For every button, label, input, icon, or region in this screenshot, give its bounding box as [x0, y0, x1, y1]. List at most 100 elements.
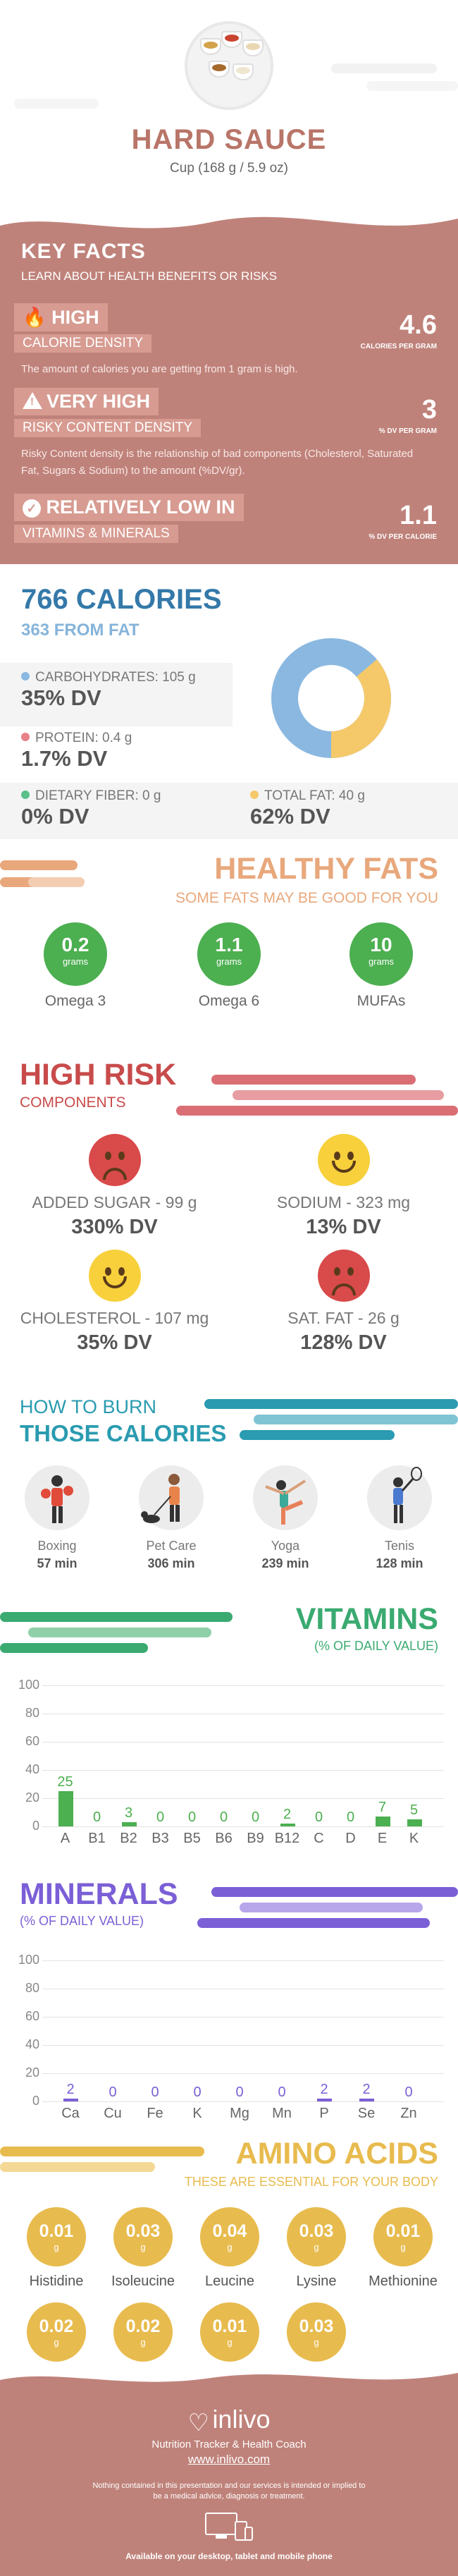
protein-item: PROTEIN: 0.4 g 1.7% DV: [21, 731, 132, 771]
carbs-dot: [21, 672, 30, 680]
sodium-label: SODIUM - 323 mg: [276, 1193, 411, 1211]
decor-stripe: [0, 2147, 204, 2156]
cholesterol-happy-icon: [89, 1250, 141, 1302]
x-tick-label: Zn: [400, 2106, 417, 2121]
amino-badge-phenylalanine: 0.02 g: [27, 2302, 86, 2362]
bar-value-label: 0: [251, 1809, 260, 1825]
calorie-density-desc: The amount of calories you are getting f…: [21, 363, 298, 375]
grid-line: [42, 1798, 444, 1799]
fire-icon: 🔥: [23, 307, 47, 328]
bar-b12: [280, 1824, 295, 1826]
mufas-badge: 10 grams: [349, 922, 413, 986]
amino-badge-valine: 0.03 g: [287, 2302, 346, 2362]
pet-care-label: Pet Care: [146, 1539, 197, 1553]
bar-a: [58, 1791, 73, 1826]
minerals-title: MINERALS: [20, 1877, 178, 1911]
y-tick-label: 100: [18, 1678, 39, 1692]
calorie-density-level: 🔥 HIGH: [14, 303, 108, 331]
bar-value-label: 0: [193, 2084, 202, 2100]
activity-yoga: Yoga 239 min: [233, 1465, 338, 1571]
risky-content-unit: % DV PER GRAM: [378, 427, 437, 435]
risky-content-label: RISKY CONTENT DENSITY: [14, 419, 202, 437]
high-risk-subtitle: COMPONENTS: [20, 1094, 126, 1111]
yoga-icon: [253, 1465, 318, 1530]
vitamins-minerals-value: 1.1: [400, 501, 437, 530]
fat-item: TOTAL FAT: 40 g 62% DV: [250, 788, 365, 829]
healthy-fats-title: HEALTHY FATS: [214, 852, 438, 886]
key-facts-title: KEY FACTS: [21, 240, 146, 263]
bar-value-label: 0: [235, 2084, 244, 2100]
check-icon: ✓: [23, 499, 41, 518]
amino-label: Isoleucine: [111, 2273, 175, 2289]
vitamins-minerals-unit: % DV PER CALORIE: [369, 533, 437, 541]
food-image: [185, 21, 273, 110]
vitamins-minerals-label: VITAMINS & MINERALS: [14, 525, 178, 543]
footer-brand: ♡ inlivo: [0, 2405, 458, 2437]
omega6-label: Omega 6: [198, 993, 260, 1009]
amino-acids-section: AMINO ACIDS THESE ARE ESSENTIAL FOR YOUR…: [0, 2137, 458, 2376]
x-tick-label: Se: [357, 2106, 376, 2121]
yoga-label: Yoga: [271, 1539, 300, 1553]
amino-badge-isoleucine: 0.03 g: [113, 2207, 173, 2266]
risky-content-level: ! VERY HIGH: [14, 388, 159, 415]
tenis-label: Tenis: [384, 1539, 415, 1553]
grid-line: [42, 2017, 444, 2018]
amino-label: Leucine: [204, 2273, 255, 2289]
decor-stripe: [240, 1430, 395, 1440]
risky-content-value: 3: [421, 395, 437, 425]
carbs-item: CARBOHYDRATES: 105 g 35% DV: [21, 670, 196, 710]
added-sugar-sad-icon: [89, 1134, 141, 1186]
sat-fat-dv: 128% DV: [300, 1331, 387, 1354]
x-tick-label: Cu: [104, 2106, 122, 2121]
x-tick-label: B5: [183, 1831, 201, 1846]
bar-value-label: 0: [278, 2084, 286, 2100]
healthy-fats-subtitle: SOME FATS MAY BE GOOD FOR YOU: [175, 890, 438, 906]
x-tick-label: B12: [274, 1831, 300, 1846]
boxing-label: Boxing: [37, 1539, 77, 1553]
calorie-density-unit: CALORIES PER GRAM: [360, 343, 437, 350]
y-tick-label: 100: [18, 1953, 39, 1967]
added-sugar-dv: 330% DV: [71, 1216, 158, 1238]
decor-stripe: [28, 877, 85, 887]
y-tick-label: 80: [25, 1981, 39, 1995]
risky-content-desc: Risky Content density is the relationshi…: [21, 448, 414, 477]
x-tick-label: Fe: [147, 2106, 163, 2121]
cholesterol-dv: 35% DV: [77, 1331, 152, 1354]
footer-disclaimer: Nothing contained in this presentation a…: [92, 2482, 366, 2501]
vitamins-title: VITAMINS: [295, 1602, 438, 1636]
wave-divider: [0, 205, 458, 228]
minerals-subtitle: (% OF DAILY VALUE): [20, 1914, 144, 1928]
amino-badge-threonine: 0.02 g: [113, 2302, 173, 2362]
fiber-dot: [21, 790, 30, 799]
bar-value-label: 3: [124, 1805, 133, 1821]
bar-value-label: 7: [378, 1800, 387, 1815]
amino-badge-histidine: 0.01 g: [27, 2207, 86, 2266]
decor-band: [0, 783, 458, 839]
bar-value-label: 0: [346, 1809, 355, 1825]
decor-stripe: [211, 1075, 416, 1085]
y-tick-label: 0: [32, 1819, 39, 1833]
amino-acids-subtitle: THESE ARE ESSENTIAL FOR YOUR BODY: [184, 2175, 438, 2189]
decor-stripe: [197, 1918, 430, 1928]
pet-care-minutes: 306 min: [147, 1556, 195, 1570]
fiber-item: DIETARY FIBER: 0 g 0% DV: [21, 788, 161, 829]
bar-value-label: 5: [409, 1802, 419, 1818]
pet-care-icon: [139, 1465, 204, 1530]
footer-url[interactable]: www.inlivo.com: [187, 2453, 271, 2466]
key-facts-section: KEY FACTS LEARN ABOUT HEALTH BENEFITS OR…: [0, 205, 458, 614]
amino-badge-methionine: 0.01 g: [373, 2207, 433, 2266]
amino-badge-lysine: 0.03 g: [287, 2207, 346, 2266]
grid-line: [42, 2045, 444, 2046]
calories-section: 766 CALORIES 363 FROM FAT CARBOHYDRATES:…: [0, 564, 458, 846]
calorie-density-value: 4.6: [400, 310, 437, 340]
decor-stripe: [0, 2162, 155, 2172]
y-tick-label: 20: [25, 1790, 39, 1805]
amino-label: Histidine: [29, 2273, 84, 2289]
grid-line: [42, 1770, 444, 1771]
x-tick-label: B2: [120, 1831, 137, 1846]
fat-dot: [250, 790, 259, 799]
tenis-minutes: 128 min: [376, 1556, 423, 1570]
bar-value-label: 2: [320, 2082, 328, 2097]
x-tick-label: B9: [247, 1831, 264, 1846]
omega6-badge: 1.1 grams: [197, 922, 261, 986]
